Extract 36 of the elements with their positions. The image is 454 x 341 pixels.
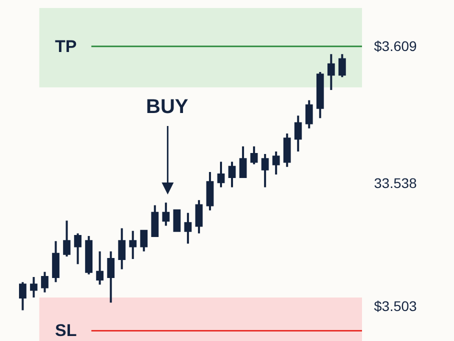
candlestick <box>261 153 269 188</box>
candlestick <box>272 150 280 176</box>
candlestick <box>162 202 170 227</box>
candlestick <box>129 230 137 260</box>
candlestick <box>151 204 159 237</box>
candlestick <box>250 145 258 166</box>
candlestick <box>184 212 192 245</box>
candlestick <box>107 250 115 304</box>
candlestick <box>327 53 335 91</box>
candlestick <box>305 99 313 130</box>
candlestick <box>41 270 48 294</box>
text: $3.503 <box>374 298 418 314</box>
candlestick <box>30 276 38 298</box>
candlestick <box>283 132 291 168</box>
candlestick <box>118 227 126 270</box>
candlestick <box>294 114 302 152</box>
candlestick <box>85 234 93 276</box>
candlestick <box>228 160 236 188</box>
candlestick <box>52 240 60 284</box>
candlestick <box>316 71 324 120</box>
candlestick <box>217 160 225 188</box>
candlestick <box>63 220 70 258</box>
ref-line-label: SL <box>55 321 77 340</box>
candlestick <box>173 209 181 232</box>
candlestick <box>206 170 214 212</box>
text: $3.609 <box>374 38 418 54</box>
candlestick <box>74 232 82 266</box>
annotation: BUY <box>146 96 189 118</box>
ref-line-label: TP <box>55 37 77 56</box>
candlestick <box>195 199 203 234</box>
candlestick <box>96 250 104 286</box>
candlestick <box>140 230 148 252</box>
candlestick <box>19 281 26 312</box>
text: 33.538 <box>374 175 418 191</box>
candlestick <box>239 145 247 178</box>
candlestick <box>338 53 346 78</box>
